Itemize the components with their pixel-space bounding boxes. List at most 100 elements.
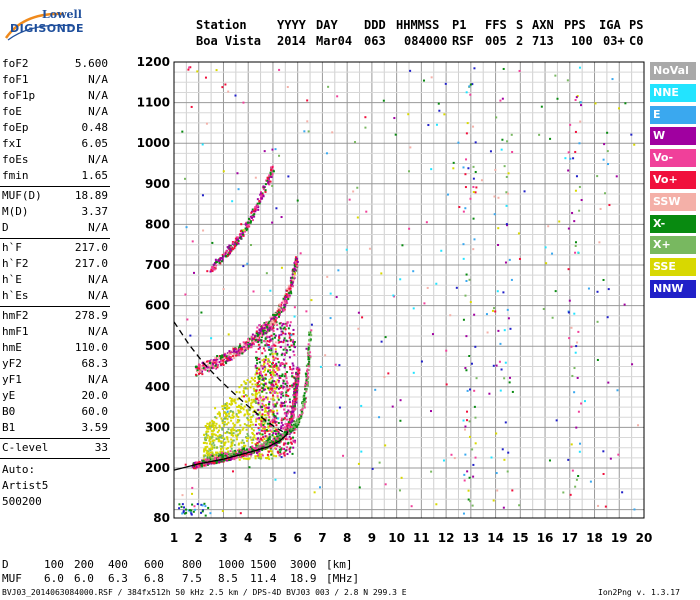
noise-point xyxy=(599,207,602,210)
noise-point xyxy=(518,69,521,72)
sse-echo-point xyxy=(255,437,258,440)
sse-echo-point xyxy=(243,405,246,408)
noise-point xyxy=(214,407,217,410)
param-name: yE xyxy=(2,389,16,402)
sse-echo-point xyxy=(251,393,254,396)
sse-echo-point xyxy=(257,377,260,380)
low-echo-point xyxy=(180,505,183,508)
x-tick-label: 19 xyxy=(611,531,628,545)
noise-point xyxy=(474,170,477,173)
sse-echo-point xyxy=(267,426,270,429)
streak-echo-point xyxy=(264,358,267,361)
noise-point xyxy=(489,150,492,153)
second-hop-point xyxy=(277,311,280,314)
noise-point xyxy=(568,299,571,302)
streak-echo-point xyxy=(274,404,277,407)
noise-point xyxy=(496,290,499,293)
third-hop-point xyxy=(259,193,262,196)
third-hop-point xyxy=(228,244,231,247)
noise-point xyxy=(475,377,478,380)
sse-echo-point xyxy=(246,424,249,427)
o-trace-point xyxy=(298,368,301,371)
second-hop-point xyxy=(253,338,256,341)
x-trace-point xyxy=(307,356,310,359)
noise-point xyxy=(508,381,511,384)
x-trace-point xyxy=(305,389,308,392)
second-hop-point xyxy=(293,261,296,264)
sse-echo-point xyxy=(213,421,216,424)
param-row-fmin: fmin 1.65 xyxy=(2,169,108,185)
streak-echo-point xyxy=(277,421,280,424)
sse-echo-point xyxy=(233,400,236,403)
param-name: D xyxy=(2,221,9,234)
streak-echo-point xyxy=(270,389,273,392)
streak-echo-point xyxy=(289,332,292,335)
streak-echo-point xyxy=(257,402,260,405)
second-hop-point xyxy=(284,301,287,304)
sse-echo-point xyxy=(210,433,213,436)
o-trace-point xyxy=(243,449,246,452)
hdr-p1: RSF xyxy=(452,34,474,48)
streak-echo-point xyxy=(273,333,276,336)
noise-point xyxy=(227,90,230,93)
streak-echo-point xyxy=(278,454,281,457)
streak-echo-point xyxy=(293,377,296,380)
second-hop-point xyxy=(214,364,217,367)
noise-point xyxy=(576,95,579,98)
streak-echo-point xyxy=(268,403,271,406)
hdr-hhmmss: 084000 xyxy=(404,34,448,48)
second-hop-point xyxy=(257,334,260,337)
noise-point xyxy=(211,241,214,244)
noise-point xyxy=(327,85,330,88)
third-hop-point xyxy=(262,195,265,198)
o-trace-point xyxy=(200,463,203,466)
sse-echo-point xyxy=(250,421,253,424)
noise-point xyxy=(572,157,575,160)
second-hop-point xyxy=(216,357,219,360)
streak-echo-point xyxy=(270,453,273,456)
streak-echo-point xyxy=(277,374,280,377)
noise-point xyxy=(412,307,415,310)
second-hop-point xyxy=(212,361,215,364)
streak-echo-point xyxy=(283,353,286,356)
streak-echo-point xyxy=(284,400,287,403)
streak-echo-point xyxy=(286,380,289,383)
o-trace-point xyxy=(293,409,296,412)
streak-echo-point xyxy=(268,416,271,419)
streak-echo-point xyxy=(265,406,268,409)
streak-echo-point xyxy=(260,425,263,428)
sse-echo-point xyxy=(260,382,263,385)
second-hop-point xyxy=(296,265,299,268)
streak-echo-point xyxy=(256,438,259,441)
streak-echo-point xyxy=(276,412,279,415)
noise-point xyxy=(518,504,521,507)
sse-echo-point xyxy=(254,373,257,376)
streak-echo-point xyxy=(279,345,282,348)
sse-echo-point xyxy=(272,410,275,413)
x-trace-point xyxy=(274,438,277,441)
sse-echo-point xyxy=(268,389,271,392)
sse-echo-point xyxy=(267,359,270,362)
sse-echo-point xyxy=(258,391,261,394)
noise-point xyxy=(249,455,252,458)
second-hop-point xyxy=(284,298,287,301)
second-hop-point xyxy=(227,355,230,358)
sse-echo-point xyxy=(267,425,270,428)
x-trace-point xyxy=(245,448,248,451)
o-trace-point xyxy=(229,457,232,460)
streak-echo-point xyxy=(291,375,294,378)
streak-echo-point xyxy=(270,334,273,337)
streak-echo-point xyxy=(282,402,285,405)
noise-point xyxy=(502,291,505,294)
noise-point xyxy=(494,310,497,313)
sse-echo-point xyxy=(244,457,247,460)
streak-echo-point xyxy=(257,357,260,360)
streak-echo-point xyxy=(272,432,275,435)
param-row-d: D N/A xyxy=(2,221,108,237)
x-trace-point xyxy=(305,380,308,383)
x-tick-label: 8 xyxy=(343,531,351,545)
x-trace-point xyxy=(296,425,299,428)
o-trace-point xyxy=(276,439,279,442)
noise-point xyxy=(243,395,246,398)
hdr-station: Boa Vista xyxy=(196,34,262,48)
